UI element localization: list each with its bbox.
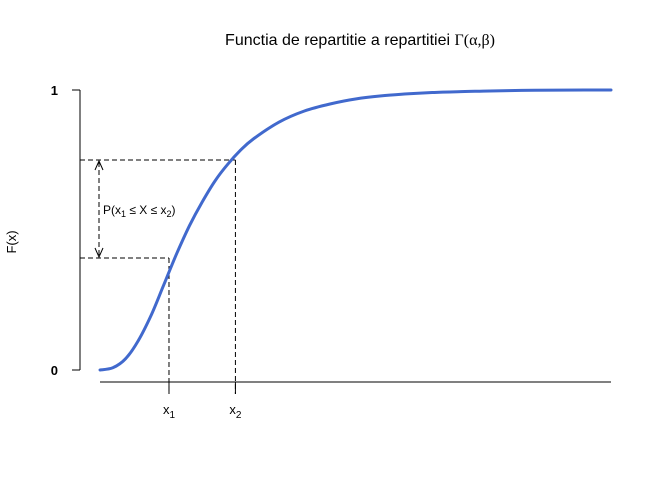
- arrow-head-top: [94, 159, 104, 171]
- y-tick-label-0: 0: [51, 363, 58, 378]
- y-tick-label-1: 1: [51, 83, 58, 98]
- x-tick-label-x2: x2: [229, 402, 242, 421]
- y-axis-label: F(x): [4, 230, 19, 253]
- chart-title: Functia de repartitie a repartitiei Γ(α,…: [225, 32, 495, 49]
- arrow-head-bottom: [94, 247, 104, 259]
- probability-annotation: P(x1 ≤ X ≤ x2): [103, 203, 176, 219]
- x-tick-label-x1: x1: [163, 402, 176, 421]
- guide-lines: [80, 159, 236, 394]
- cdf-series-line: [98, 88, 613, 372]
